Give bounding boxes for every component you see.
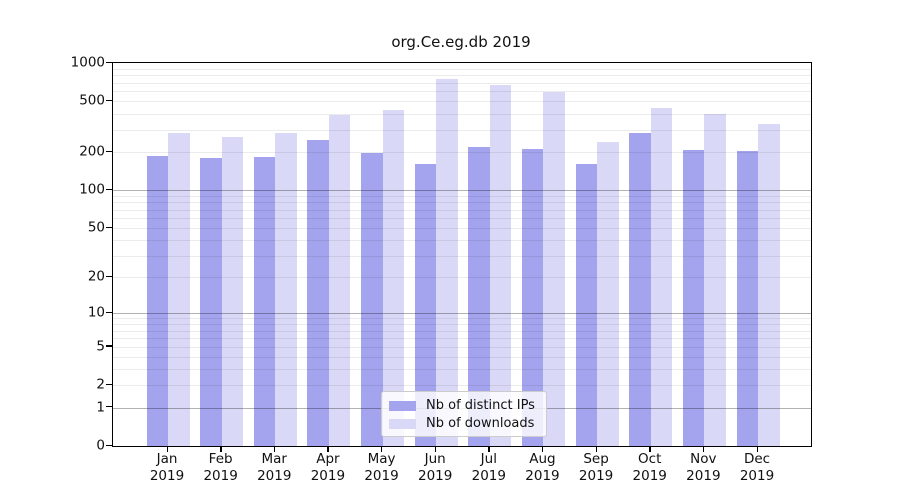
y-tick-label-1000: 1000: [70, 54, 105, 71]
x-tick-mark-jul: [488, 447, 490, 452]
x-tick-mark-may: [381, 447, 383, 452]
x-tick-mark-oct: [649, 447, 651, 452]
bar-downloads-dec: [758, 123, 780, 446]
x-tick-mark-sep: [595, 447, 597, 452]
x-tick-label-feb: Feb 2019: [203, 451, 238, 484]
y-tick-mark-0: [106, 444, 112, 446]
x-tick-label-dec: Dec 2019: [739, 451, 775, 484]
gridline-900: [113, 68, 811, 70]
x-tick-label-sep: Sep 2019: [578, 451, 614, 484]
bar-distinct-ips-jan: [146, 156, 168, 446]
y-tick-label-5: 5: [96, 337, 105, 354]
gridline-600: [113, 91, 811, 93]
y-tick-mark-1: [106, 406, 112, 408]
bar-distinct-ips-apr: [307, 140, 329, 446]
y-tick-label-200: 200: [79, 143, 105, 160]
legend-swatch-distinct-ips: [389, 401, 416, 411]
bar-downloads-mar: [275, 132, 297, 446]
x-tick-label-jul: Jul 2019: [471, 451, 506, 484]
legend-label-distinct-ips: Nb of distinct IPs: [426, 398, 535, 413]
x-tick-label-aug: Aug 2019: [525, 451, 560, 484]
bar-distinct-ips-jul: [468, 146, 490, 446]
bar-downloads-jun: [436, 79, 458, 446]
y-tick-label-1: 1: [96, 398, 105, 415]
bar-downloads-jul: [489, 85, 512, 446]
bar-downloads-jan: [168, 132, 190, 446]
y-tick-mark-50: [106, 226, 112, 228]
plot-area: Nb of distinct IPs Nb of downloads: [112, 62, 812, 447]
y-tick-mark-2: [106, 383, 112, 385]
y-tick-mark-20: [106, 275, 112, 278]
y-tick-label-0: 0: [96, 437, 105, 454]
x-tick-label-mar: Mar 2019: [257, 451, 292, 484]
x-tick-label-apr: Apr 2019: [310, 451, 346, 484]
bar-distinct-ips-mar: [253, 156, 276, 446]
x-tick-mark-dec: [756, 447, 758, 452]
x-tick-label-jun: Jun 2019: [417, 451, 453, 484]
y-tick-mark-5: [106, 345, 112, 347]
bar-distinct-ips-may: [361, 152, 383, 446]
x-tick-mark-mar: [273, 447, 276, 452]
bar-distinct-ips-jun: [414, 164, 437, 446]
legend: Nb of distinct IPs Nb of downloads: [381, 391, 547, 437]
bar-downloads-oct: [650, 107, 673, 446]
bar-downloads-nov: [704, 113, 726, 446]
y-tick-label-10: 10: [87, 304, 105, 321]
bar-distinct-ips-aug: [521, 148, 544, 446]
x-tick-mark-apr: [327, 447, 329, 452]
bar-downloads-aug: [543, 92, 565, 446]
legend-item-distinct-ips: Nb of distinct IPs: [389, 397, 538, 415]
x-tick-label-oct: Oct 2019: [632, 451, 667, 484]
y-tick-label-50: 50: [87, 219, 105, 236]
x-tick-label-may: May 2019: [364, 451, 399, 484]
bar-distinct-ips-oct: [629, 133, 651, 446]
gridline-500: [113, 101, 811, 103]
y-tick-mark-1000: [106, 61, 112, 63]
bar-downloads-sep: [597, 141, 619, 446]
gridline-700: [113, 82, 811, 84]
bar-downloads-apr: [328, 115, 351, 446]
y-tick-mark-200: [106, 150, 112, 152]
legend-item-downloads: Nb of downloads: [389, 415, 538, 433]
x-tick-mark-jan: [166, 447, 168, 452]
bar-downloads-may: [382, 109, 405, 446]
y-tick-label-500: 500: [79, 92, 105, 109]
y-tick-label-100: 100: [79, 181, 105, 198]
gridline-800: [113, 75, 811, 77]
x-tick-mark-jun: [434, 447, 437, 452]
x-tick-mark-aug: [541, 447, 544, 452]
bar-downloads-feb: [221, 136, 244, 446]
y-tick-label-20: 20: [87, 268, 105, 285]
bar-distinct-ips-feb: [200, 158, 222, 446]
bar-distinct-ips-dec: [736, 151, 758, 446]
y-tick-mark-100: [106, 188, 112, 191]
bar-distinct-ips-nov: [682, 150, 705, 446]
chart-title: org.Ce.eg.db 2019: [391, 33, 531, 51]
x-tick-label-nov: Nov 2019: [686, 451, 721, 484]
y-tick-mark-10: [106, 311, 112, 313]
bar-distinct-ips-sep: [575, 163, 598, 446]
y-tick-label-2: 2: [96, 376, 105, 393]
x-tick-mark-feb: [220, 447, 222, 452]
y-tick-mark-500: [106, 99, 112, 102]
legend-label-downloads: Nb of downloads: [426, 416, 535, 431]
legend-swatch-downloads: [389, 419, 416, 429]
x-tick-label-jan: Jan 2019: [149, 451, 185, 484]
x-tick-mark-nov: [702, 447, 705, 452]
